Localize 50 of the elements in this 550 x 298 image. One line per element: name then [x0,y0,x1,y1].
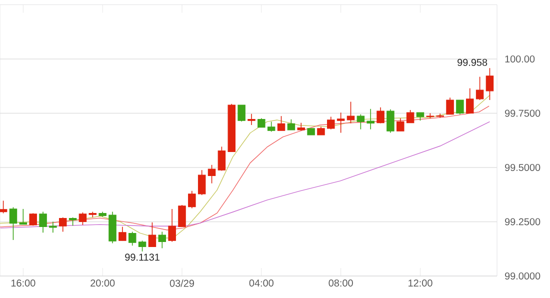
candlestick [9,206,18,240]
candlestick [78,212,87,226]
y-tick-label: 99.5000 [505,164,540,172]
candlestick [198,170,206,196]
candlestick [128,231,136,246]
candlestick [406,110,414,124]
x-tick-label: 12:00 [408,280,432,287]
candlestick [327,116,335,130]
candlestick [178,204,186,228]
candlestick [436,113,444,118]
candlestick [158,231,166,249]
candlestick [0,200,8,214]
x-tick-label: 20:00 [90,280,115,287]
candlestick [287,118,296,130]
candlestick [39,211,47,233]
candlestick [456,100,464,115]
y-tick-label: 99.7500 [505,110,540,117]
candlestick [218,146,226,172]
candlestick [267,121,276,132]
candlestick [446,97,454,115]
candlestick [238,104,246,122]
candlestick [168,208,176,242]
candlestick [188,190,196,209]
candlestick [148,222,156,248]
candlestick [386,108,394,134]
x-tick-label: 08:00 [328,280,353,287]
y-tick-label: 100.00 [505,55,535,63]
candlestick [336,112,345,134]
annotation: 99.1131 [125,254,160,261]
candlestick [58,217,67,232]
candlestick [486,68,494,100]
candlestick [356,114,365,130]
y-tick-label: 99.2500 [505,218,540,226]
candlestick [466,88,474,114]
candlestick [248,114,256,126]
candlestick [376,106,384,124]
y-tick-label: 99.0000 [505,272,540,280]
candlestick [396,118,404,132]
candlestick [118,226,126,242]
candlestick [138,240,146,252]
candlestick [476,76,484,100]
candlestick [366,108,374,130]
x-tick-label: 16:00 [11,280,36,287]
candlestick [277,116,286,132]
annotation: 99.958 [458,58,488,66]
candlestick [346,101,355,124]
x-tick-label: 04:00 [249,280,274,287]
candlestick [258,118,266,128]
x-tick-label: 03/29 [170,280,194,287]
candlestick [208,164,216,184]
